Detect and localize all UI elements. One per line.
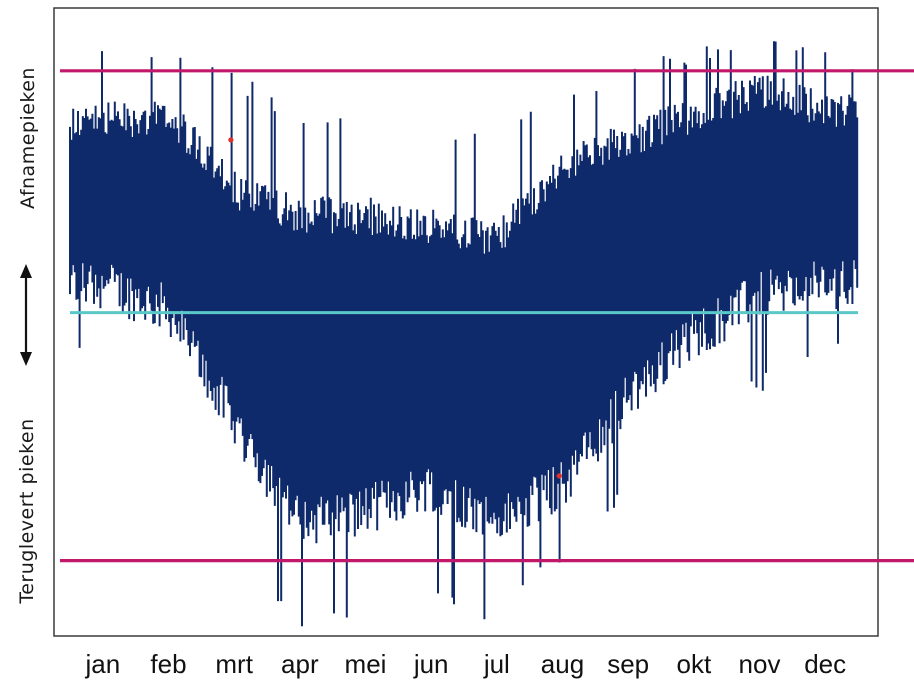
x-tick-label-nov: nov — [739, 649, 781, 679]
reference-lines — [60, 69, 914, 563]
x-tick-label-jan: jan — [84, 649, 120, 679]
double-vertical-arrow-icon — [20, 264, 32, 366]
series-group — [69, 41, 859, 627]
x-tick-label-mrt: mrt — [215, 649, 253, 679]
x-tick-label-okt: okt — [676, 649, 711, 679]
series-line — [69, 41, 859, 627]
x-tick-labels: jan feb mrt apr mei jun jul aug sep okt nov dec — [84, 649, 846, 679]
x-tick-label-sep: sep — [607, 649, 649, 679]
y-label-bottom: Teruglevert pieken — [16, 418, 38, 604]
x-tick-label-mei: mei — [345, 649, 387, 679]
x-tick-label-jul: jul — [483, 649, 510, 679]
outlier-points — [228, 137, 562, 479]
x-tick-label-aug: aug — [541, 649, 584, 679]
outlier-point — [228, 137, 234, 143]
x-tick-label-jun: jun — [413, 649, 449, 679]
x-tick-label-feb: feb — [150, 649, 186, 679]
outlier-point — [556, 473, 562, 479]
x-tick-label-dec: dec — [804, 649, 846, 679]
x-tick-label-apr: apr — [281, 649, 319, 679]
y-label-top: Afnamepieken — [17, 67, 39, 209]
